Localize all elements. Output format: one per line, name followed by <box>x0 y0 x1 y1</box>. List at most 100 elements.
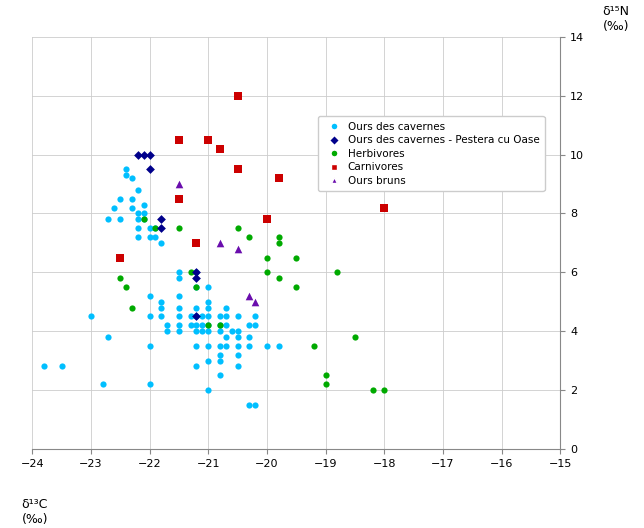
Point <box>244 233 254 241</box>
Point <box>244 291 254 300</box>
Point <box>367 386 377 394</box>
Point <box>203 283 213 291</box>
Point <box>86 312 96 320</box>
Point <box>57 362 67 371</box>
Point <box>191 304 202 312</box>
Point <box>115 215 126 223</box>
Point <box>221 312 231 320</box>
Point <box>261 268 272 277</box>
Point <box>144 291 155 300</box>
Point <box>133 224 143 232</box>
Point <box>261 342 272 350</box>
Point <box>250 297 260 306</box>
Point <box>291 253 301 262</box>
Point <box>144 150 155 159</box>
Point <box>138 201 149 209</box>
Point <box>115 253 126 262</box>
Point <box>191 362 202 371</box>
Point <box>274 239 284 247</box>
Point <box>133 150 143 159</box>
Point <box>250 312 260 320</box>
Point <box>215 145 225 153</box>
Point <box>174 180 184 188</box>
Point <box>127 203 137 212</box>
Point <box>350 333 360 341</box>
X-axis label: δ¹³C
(‰): δ¹³C (‰) <box>22 498 48 526</box>
Point <box>39 362 49 371</box>
Point <box>156 215 166 223</box>
Point <box>174 321 184 329</box>
Point <box>232 351 243 359</box>
Point <box>232 312 243 320</box>
Point <box>138 209 149 218</box>
Point <box>156 297 166 306</box>
Point <box>121 283 131 291</box>
Point <box>274 342 284 350</box>
Point <box>215 327 225 335</box>
Point <box>197 327 207 335</box>
Point <box>215 356 225 365</box>
Point <box>191 268 202 277</box>
Point <box>203 297 213 306</box>
Legend: Ours des cavernes, Ours des cavernes - Pestera cu Oase, Herbivores, Carnivores, : Ours des cavernes, Ours des cavernes - P… <box>318 116 545 191</box>
Point <box>144 233 155 241</box>
Point <box>244 342 254 350</box>
Point <box>291 283 301 291</box>
Point <box>274 274 284 282</box>
Point <box>162 321 173 329</box>
Point <box>174 291 184 300</box>
Point <box>215 351 225 359</box>
Point <box>379 203 390 212</box>
Point <box>250 400 260 409</box>
Point <box>203 327 213 335</box>
Point <box>115 274 126 282</box>
Point <box>215 321 225 329</box>
Point <box>127 194 137 203</box>
Point <box>244 400 254 409</box>
Point <box>191 321 202 329</box>
Point <box>174 224 184 232</box>
Point <box>232 224 243 232</box>
Point <box>308 342 319 350</box>
Y-axis label: δ¹⁵N
(‰): δ¹⁵N (‰) <box>603 5 630 33</box>
Point <box>221 342 231 350</box>
Point <box>191 342 202 350</box>
Point <box>203 321 213 329</box>
Point <box>174 194 184 203</box>
Point <box>174 327 184 335</box>
Point <box>127 304 137 312</box>
Point <box>203 312 213 320</box>
Point <box>174 304 184 312</box>
Point <box>174 268 184 277</box>
Point <box>144 312 155 320</box>
Point <box>379 386 390 394</box>
Point <box>156 239 166 247</box>
Point <box>274 233 284 241</box>
Point <box>174 274 184 282</box>
Point <box>244 321 254 329</box>
Point <box>232 165 243 174</box>
Point <box>156 224 166 232</box>
Point <box>215 239 225 247</box>
Point <box>156 312 166 320</box>
Point <box>138 215 149 223</box>
Point <box>191 274 202 282</box>
Point <box>121 171 131 180</box>
Point <box>232 362 243 371</box>
Point <box>244 333 254 341</box>
Point <box>203 321 213 329</box>
Point <box>162 327 173 335</box>
Point <box>191 327 202 335</box>
Point <box>156 304 166 312</box>
Point <box>203 304 213 312</box>
Point <box>191 312 202 320</box>
Point <box>133 215 143 223</box>
Point <box>215 321 225 329</box>
Point <box>109 203 120 212</box>
Point <box>144 165 155 174</box>
Point <box>191 239 202 247</box>
Point <box>144 342 155 350</box>
Point <box>232 342 243 350</box>
Point <box>103 215 113 223</box>
Point <box>321 380 331 388</box>
